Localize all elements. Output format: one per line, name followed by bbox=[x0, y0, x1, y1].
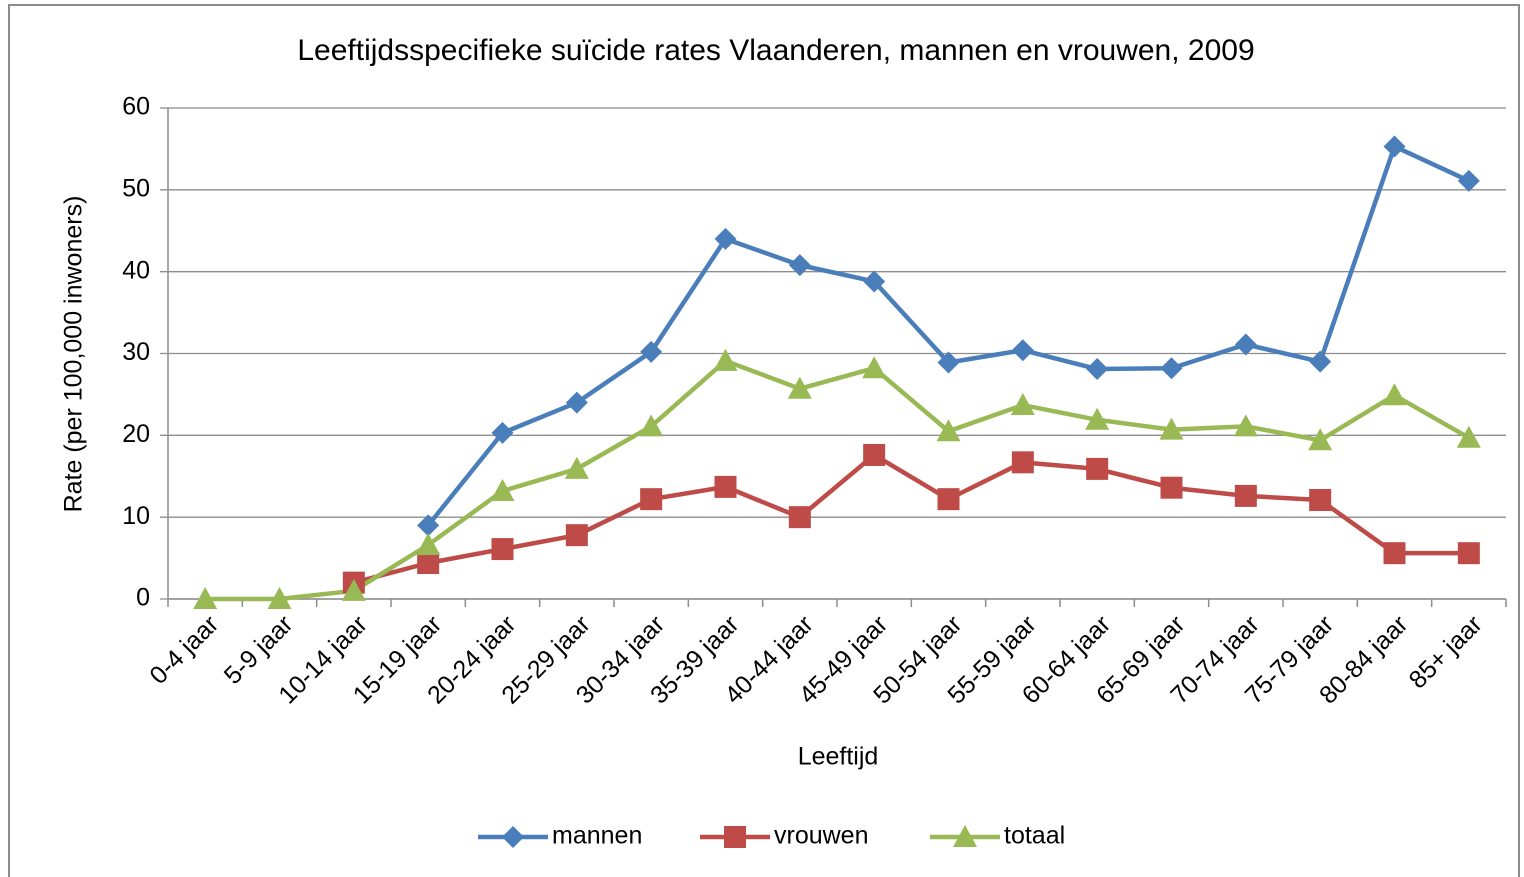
y-axis-title: Rate (per 100,000 inwoners) bbox=[60, 196, 88, 513]
data-point bbox=[640, 340, 663, 363]
data-point bbox=[416, 532, 441, 555]
data-point bbox=[639, 414, 664, 437]
data-point bbox=[1011, 451, 1034, 474]
chart-border bbox=[8, 4, 1520, 877]
data-point bbox=[1383, 542, 1406, 565]
data-point bbox=[714, 475, 737, 498]
data-point bbox=[713, 348, 738, 371]
data-point bbox=[937, 488, 960, 511]
legend-label: vrouwen bbox=[774, 822, 869, 850]
data-point bbox=[1159, 417, 1184, 440]
data-point bbox=[417, 551, 440, 574]
data-point bbox=[564, 456, 589, 479]
data-point bbox=[787, 376, 812, 399]
data-point bbox=[1085, 407, 1110, 430]
data-point bbox=[341, 578, 366, 601]
data-point bbox=[1456, 425, 1481, 448]
data-point bbox=[862, 356, 887, 379]
data-point bbox=[1160, 357, 1183, 380]
legend-label: totaal bbox=[1004, 822, 1065, 850]
data-point bbox=[491, 421, 514, 444]
data-point bbox=[1382, 383, 1407, 406]
data-point bbox=[1308, 428, 1333, 451]
y-tick-label: 30 bbox=[122, 338, 150, 366]
data-point bbox=[267, 587, 292, 609]
data-point bbox=[1086, 457, 1109, 480]
legend-label: mannen bbox=[552, 822, 642, 850]
data-point bbox=[490, 478, 515, 501]
y-tick-label: 40 bbox=[122, 256, 150, 284]
data-point bbox=[863, 443, 886, 466]
data-point bbox=[1383, 135, 1406, 158]
data-point bbox=[565, 524, 588, 547]
data-point bbox=[1309, 350, 1332, 373]
x-axis-title: Leeftijd bbox=[798, 743, 879, 771]
data-point bbox=[193, 587, 218, 609]
y-tick-label: 50 bbox=[122, 174, 150, 202]
data-point bbox=[1457, 542, 1480, 565]
chart-title: Leeftijdsspecifieke suïcide rates Vlaand… bbox=[297, 34, 1254, 67]
data-point bbox=[953, 825, 977, 847]
data-point bbox=[640, 488, 663, 511]
series-line bbox=[353, 452, 1469, 585]
data-point bbox=[714, 227, 737, 250]
data-point bbox=[417, 514, 440, 537]
data-point bbox=[1457, 169, 1480, 192]
data-point bbox=[1309, 488, 1332, 511]
data-point bbox=[1011, 339, 1034, 362]
data-point bbox=[936, 419, 961, 442]
data-point bbox=[1234, 484, 1257, 507]
data-point bbox=[1160, 476, 1183, 499]
data-point bbox=[1233, 414, 1258, 437]
data-point bbox=[937, 351, 960, 374]
data-point bbox=[863, 270, 886, 293]
y-tick-label: 10 bbox=[122, 502, 150, 530]
y-tick-label: 0 bbox=[136, 584, 150, 612]
data-point bbox=[1010, 393, 1035, 416]
data-point bbox=[565, 391, 588, 414]
data-point bbox=[1086, 358, 1109, 381]
data-point bbox=[491, 538, 514, 561]
y-tick-label: 20 bbox=[122, 420, 150, 448]
series-line bbox=[205, 358, 1470, 602]
data-point bbox=[788, 254, 811, 277]
y-tick-label: 60 bbox=[122, 93, 150, 121]
data-point bbox=[724, 826, 746, 848]
data-point bbox=[502, 826, 524, 848]
data-point bbox=[1234, 333, 1257, 356]
data-point bbox=[788, 506, 811, 529]
